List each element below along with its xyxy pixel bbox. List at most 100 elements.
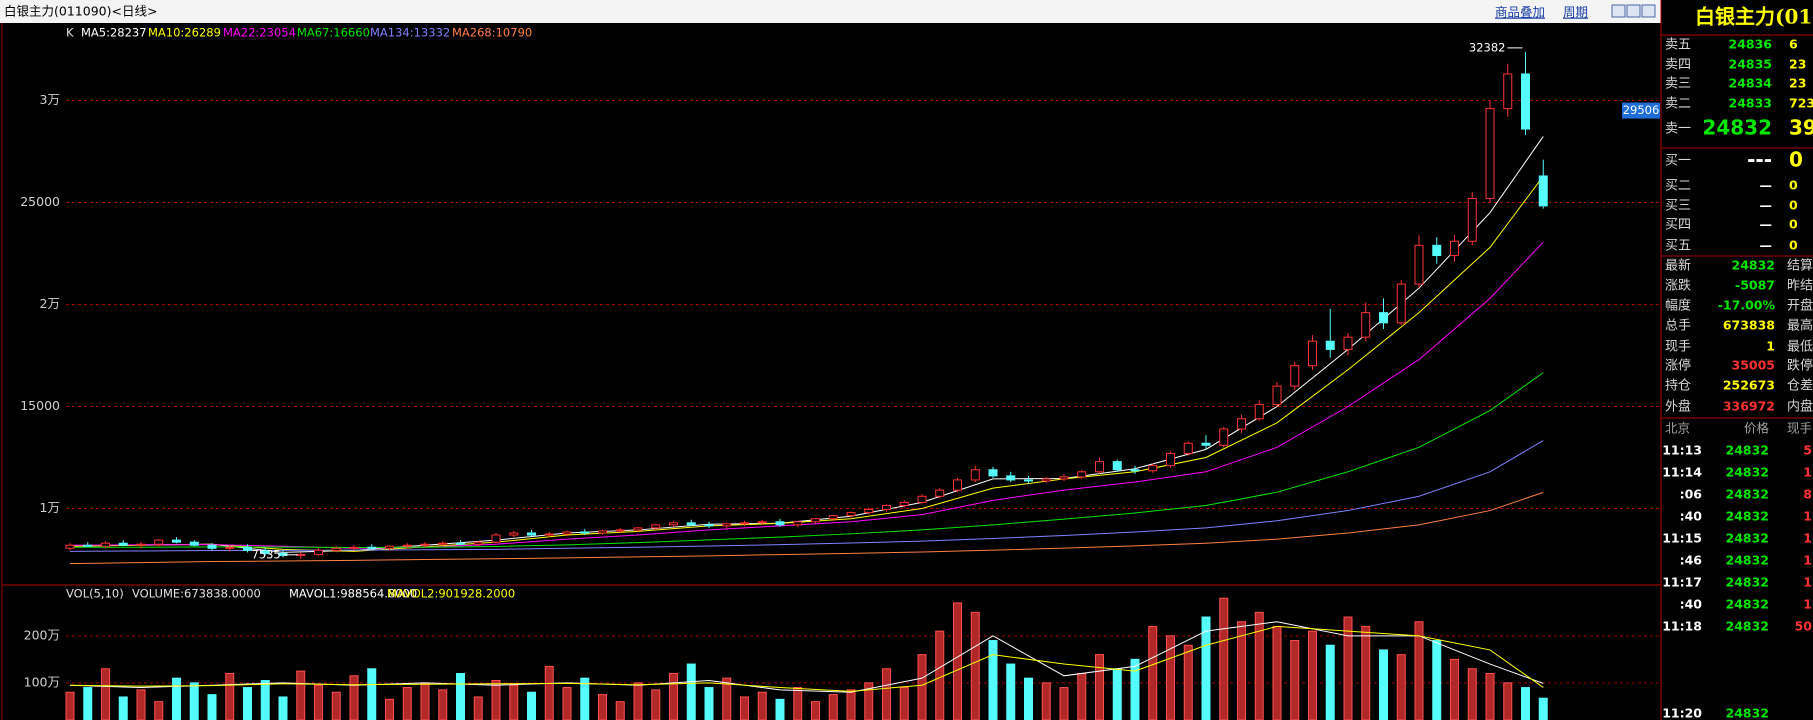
volume-bar bbox=[527, 691, 536, 720]
legend-label: MAVOL1:988564.8000 bbox=[289, 587, 417, 601]
nav-button[interactable] bbox=[1626, 4, 1641, 18]
volume-bar bbox=[633, 682, 643, 720]
volume-bar bbox=[775, 698, 785, 720]
candle-body bbox=[988, 469, 998, 477]
candle-body bbox=[1183, 442, 1193, 454]
candle-body bbox=[704, 524, 714, 527]
volume-bar bbox=[314, 684, 323, 720]
volume-bar bbox=[953, 602, 962, 720]
candle-body bbox=[828, 515, 838, 520]
book-label: 卖二 bbox=[1665, 97, 1691, 112]
candle-body bbox=[1006, 475, 1016, 481]
book-qty: 723 bbox=[1789, 96, 1813, 111]
legend-label: MA134:13332 bbox=[370, 26, 450, 40]
tick-price: 24832 bbox=[1726, 619, 1770, 634]
tick-time: 11:14 bbox=[1662, 465, 1702, 480]
volume-bar bbox=[1396, 654, 1406, 720]
tick-qty: 1 bbox=[1803, 575, 1812, 590]
candle-body bbox=[189, 541, 199, 546]
volume-bar bbox=[1219, 597, 1229, 720]
candle-body bbox=[1041, 478, 1051, 482]
link[interactable]: 商品叠加 bbox=[1495, 5, 1545, 20]
volume-bar bbox=[544, 665, 554, 720]
volume-bar bbox=[970, 611, 980, 720]
link[interactable]: 周期 bbox=[1563, 5, 1588, 20]
volume-bar bbox=[1148, 625, 1158, 720]
stat-label: 涨停 bbox=[1665, 358, 1691, 374]
candle-body bbox=[580, 531, 590, 534]
volume-bar bbox=[757, 691, 767, 720]
volume-bar bbox=[1361, 625, 1371, 720]
candle-body bbox=[1290, 365, 1300, 387]
candle-body bbox=[1450, 240, 1459, 257]
stat-label: 最新 bbox=[1665, 258, 1691, 274]
candle-body bbox=[615, 529, 625, 532]
nav-button[interactable] bbox=[1641, 4, 1656, 18]
volume-bar bbox=[917, 654, 927, 720]
candle-body bbox=[1521, 73, 1530, 130]
price-marker: 29506 bbox=[1623, 103, 1660, 117]
book-price: 24834 bbox=[1729, 76, 1773, 91]
candle-body bbox=[101, 542, 110, 547]
candle-body bbox=[1148, 465, 1158, 472]
stat-label: 跌停 bbox=[1787, 358, 1813, 374]
candle-body bbox=[527, 532, 536, 536]
volume-bar bbox=[988, 640, 998, 720]
tick-time: :40 bbox=[1680, 509, 1703, 524]
volume-bar bbox=[1077, 672, 1087, 720]
tick-time: :40 bbox=[1680, 597, 1703, 612]
candle-body bbox=[349, 546, 359, 549]
candle-body bbox=[314, 549, 323, 555]
tick-price: 24832 bbox=[1726, 443, 1770, 458]
book-label: 卖四 bbox=[1665, 58, 1691, 73]
volume-bar bbox=[598, 694, 607, 720]
candle-body bbox=[846, 512, 856, 517]
tick-qty: 8 bbox=[1803, 487, 1812, 502]
volume-bar bbox=[65, 691, 75, 720]
candle-body bbox=[1396, 283, 1406, 324]
candle-body bbox=[633, 527, 643, 531]
volume-bar bbox=[704, 687, 714, 720]
candle-body bbox=[509, 532, 519, 536]
book-qty: 23 bbox=[1789, 76, 1806, 91]
candle-body bbox=[296, 553, 306, 556]
stat-label: 总手 bbox=[1665, 319, 1691, 334]
legend-label: MA5:28237 bbox=[81, 26, 147, 40]
volume-bar bbox=[438, 689, 448, 720]
volume-bar bbox=[207, 694, 217, 720]
tick-time: :06 bbox=[1680, 487, 1703, 502]
stat-label: 内盘 bbox=[1787, 399, 1813, 415]
book-qty: 39 bbox=[1789, 116, 1813, 140]
book-price: 24836 bbox=[1729, 37, 1773, 52]
volume-bar bbox=[1130, 658, 1140, 720]
volume-bar bbox=[651, 689, 661, 720]
volume-bar bbox=[349, 675, 359, 720]
volume-bar bbox=[1006, 663, 1016, 720]
candle-body bbox=[154, 539, 164, 545]
candle-body bbox=[260, 549, 270, 554]
stat-label: 最高 bbox=[1787, 318, 1813, 334]
candle-body bbox=[1024, 479, 1033, 482]
candle-body bbox=[864, 509, 874, 514]
book-price: 24835 bbox=[1729, 57, 1773, 72]
volume-bar bbox=[278, 696, 288, 720]
volume-bar bbox=[1254, 611, 1264, 720]
volume-bar bbox=[296, 670, 306, 720]
stat-value: 24832 bbox=[1732, 258, 1776, 273]
candle-body bbox=[740, 522, 749, 525]
candle-body bbox=[953, 479, 962, 491]
candle-body bbox=[1432, 244, 1442, 257]
candle-body bbox=[1237, 418, 1246, 430]
volume-bar bbox=[1467, 668, 1477, 720]
candle-body bbox=[598, 530, 607, 534]
candle-body bbox=[917, 495, 927, 503]
candle-body bbox=[491, 534, 501, 543]
volume-bar bbox=[1450, 658, 1459, 720]
legend-label: MA10:26289 bbox=[148, 26, 221, 40]
nav-button[interactable] bbox=[1611, 4, 1626, 18]
ma-line bbox=[69, 625, 1544, 692]
stat-value: 252673 bbox=[1723, 378, 1775, 393]
book-label: 买五 bbox=[1665, 239, 1691, 254]
candle-body bbox=[1059, 476, 1069, 480]
volume-bar bbox=[367, 668, 377, 720]
